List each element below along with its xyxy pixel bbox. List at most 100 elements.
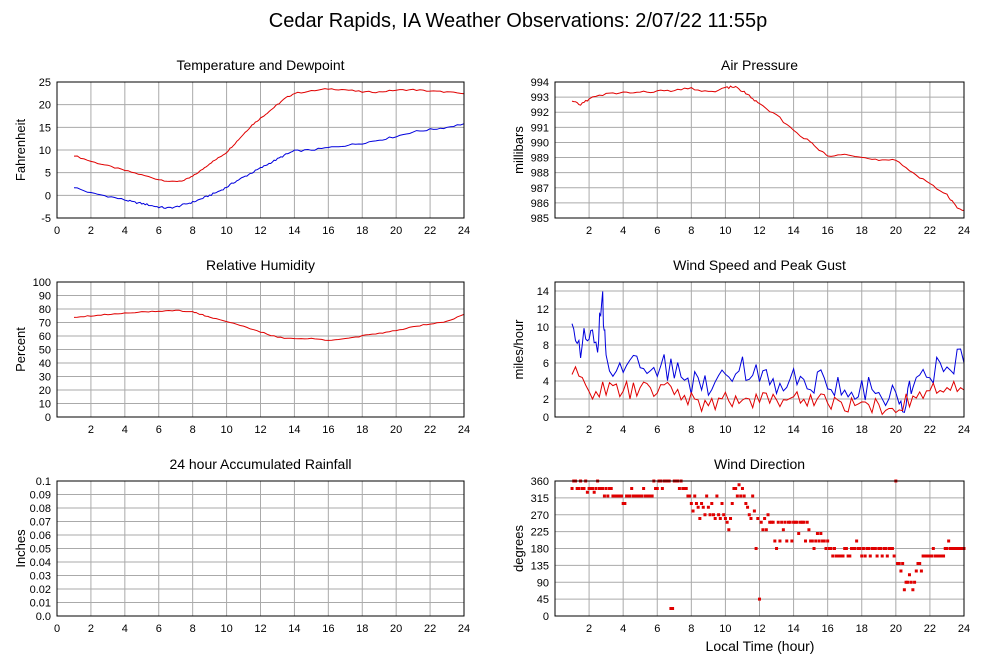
data-point xyxy=(783,520,787,524)
data-point xyxy=(577,487,581,490)
data-point xyxy=(792,520,796,524)
data-point xyxy=(906,580,910,584)
y-tick-label: 988 xyxy=(531,168,549,180)
y-tick-label: 986 xyxy=(531,198,549,210)
data-point xyxy=(655,487,659,490)
data-point xyxy=(739,494,743,498)
data-point xyxy=(650,494,654,498)
data-point xyxy=(711,513,715,517)
data-point xyxy=(790,539,794,543)
y-tick-label: 987 xyxy=(531,183,549,195)
x-tick-label: 10 xyxy=(220,623,232,635)
data-point xyxy=(933,554,937,558)
data-point xyxy=(848,554,852,558)
x-tick-label: 14 xyxy=(288,225,300,237)
y-tick-label: 90 xyxy=(537,577,549,589)
data-point xyxy=(814,539,818,543)
data-point xyxy=(746,505,750,509)
y-tick-label: 100 xyxy=(33,277,51,289)
data-point xyxy=(720,502,724,505)
y-tick-label: 315 xyxy=(531,493,549,505)
data-point xyxy=(909,580,913,584)
data-point xyxy=(890,547,894,550)
data-point xyxy=(925,554,929,558)
data-point xyxy=(698,517,702,520)
x-tick-label: 0 xyxy=(54,623,60,635)
x-tick-label: 22 xyxy=(924,623,936,635)
x-tick-label: 8 xyxy=(190,623,196,635)
x-tick-label: 4 xyxy=(620,424,626,436)
data-point xyxy=(660,487,664,490)
x-tick-label: 24 xyxy=(458,424,470,436)
data-point xyxy=(614,494,618,498)
data-point xyxy=(630,487,634,490)
data-point xyxy=(865,547,869,550)
data-point xyxy=(694,502,698,505)
x-tick-label: 4 xyxy=(122,225,128,237)
x-tick-label: 6 xyxy=(654,623,660,635)
x-tick-label: 10 xyxy=(220,225,232,237)
x-tick-label: 10 xyxy=(719,623,731,635)
x-tick-label: 20 xyxy=(390,225,402,237)
data-point xyxy=(769,520,773,524)
data-point xyxy=(708,513,712,517)
data-point xyxy=(761,528,765,532)
x-tick-label: 8 xyxy=(190,225,196,237)
data-point xyxy=(821,539,825,543)
data-point xyxy=(838,554,842,558)
data-point xyxy=(868,554,872,558)
x-tick-label: 6 xyxy=(654,225,660,237)
data-point xyxy=(747,513,751,517)
data-point xyxy=(851,547,855,550)
data-point xyxy=(713,517,717,520)
data-point xyxy=(948,547,952,550)
data-point xyxy=(723,517,727,520)
data-point xyxy=(654,487,658,490)
x-tick-label: 18 xyxy=(356,424,368,436)
data-point xyxy=(780,520,784,524)
y-tick-label: 30 xyxy=(39,372,51,384)
data-point xyxy=(829,547,833,550)
x-tick-label: 16 xyxy=(822,623,834,635)
x-tick-label: 20 xyxy=(890,225,902,237)
x-tick-label: 14 xyxy=(288,623,300,635)
x-tick-label: 10 xyxy=(719,424,731,436)
x-tick-label: 22 xyxy=(424,225,436,237)
data-point xyxy=(677,487,681,490)
data-point xyxy=(805,520,809,524)
data-point xyxy=(875,554,879,558)
data-point xyxy=(797,532,801,535)
data-point xyxy=(822,539,826,543)
data-point xyxy=(623,502,627,505)
data-point xyxy=(943,547,947,550)
data-point xyxy=(889,547,893,550)
data-point xyxy=(589,487,593,490)
data-point xyxy=(715,494,719,498)
data-point xyxy=(575,487,579,490)
data-point xyxy=(754,547,758,550)
plot-frame xyxy=(56,281,465,418)
x-tick-label: 20 xyxy=(890,623,902,635)
data-point xyxy=(863,554,867,558)
x-tick-label: 18 xyxy=(856,623,868,635)
y-tick-label: 0.09 xyxy=(30,490,51,502)
y-tick-label: 15 xyxy=(39,122,51,134)
data-point xyxy=(766,513,770,517)
data-point xyxy=(585,490,589,494)
data-point xyxy=(896,562,900,565)
data-point xyxy=(942,554,946,558)
data-point xyxy=(597,487,601,490)
data-point xyxy=(727,528,731,532)
y-tick-label: 50 xyxy=(39,345,51,357)
data-point xyxy=(771,520,775,524)
data-point xyxy=(940,554,944,558)
data-point xyxy=(701,505,705,509)
data-point xyxy=(645,494,649,498)
y-tick-label: 0.04 xyxy=(30,557,51,569)
y-tick-label: 0.06 xyxy=(30,530,51,542)
data-point xyxy=(918,562,922,565)
x-tick-label: 6 xyxy=(654,424,660,436)
y-tick-label: 0.08 xyxy=(30,503,51,515)
